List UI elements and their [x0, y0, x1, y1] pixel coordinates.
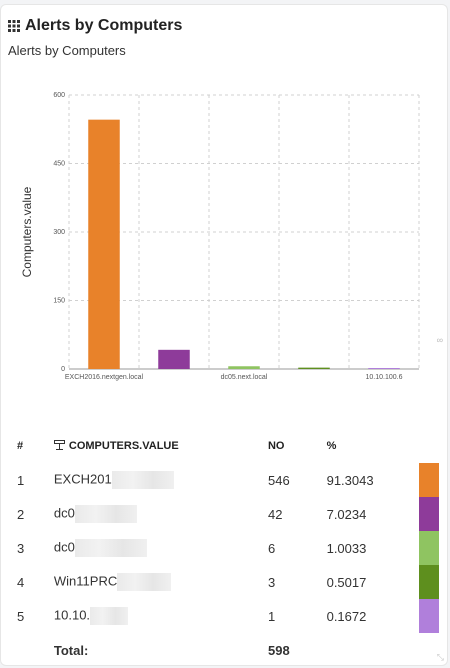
redaction-mask — [117, 573, 172, 591]
y-tick-label: 450 — [53, 161, 65, 168]
row-pct: 0.5017 — [326, 574, 367, 590]
row-color-swatch — [415, 599, 441, 633]
widget-subtitle: Alerts by Computers — [8, 43, 126, 58]
table-row: 4 Win11PRC 3 0.5017 — [9, 565, 441, 599]
total-pct-spacer — [327, 633, 415, 667]
header-no: NO — [267, 440, 285, 452]
total-label: Total: — [53, 642, 89, 658]
swatch-orange — [419, 463, 440, 497]
row-pct: 7.0234 — [326, 506, 367, 522]
table-row: 1 EXCH201 546 91.3043 — [9, 463, 441, 497]
row-pct: 91.3043 — [326, 472, 374, 488]
row-color-swatch — [415, 531, 441, 565]
swatch-dark-green — [419, 565, 440, 599]
row-pct: 0.1672 — [326, 608, 367, 624]
redaction-mask — [74, 505, 137, 523]
y-axis-label: Computers.value — [20, 186, 34, 277]
row-name-text: 10.10. — [53, 607, 91, 623]
row-name: EXCH201 — [54, 463, 268, 497]
data-table: # COMPUTERS.VALUE NO % 1 EXCH201 546 91.… — [9, 429, 441, 667]
total-value: 598 — [267, 642, 290, 658]
table-row: 3 dc0 6 1.0033 — [9, 531, 441, 565]
row-name-text: EXCH201 — [53, 471, 112, 487]
link-icon[interactable]: ∞ — [436, 335, 443, 345]
grid-icon — [8, 20, 20, 32]
row-index: 4 — [17, 574, 25, 590]
table-header-row: # COMPUTERS.VALUE NO % — [9, 429, 441, 463]
table-row: 5 10.10. 1 0.1672 — [9, 599, 441, 633]
swatch-lavender — [419, 599, 440, 633]
x-tick-label: dc05.next.local — [221, 374, 268, 381]
row-index: 5 — [17, 608, 25, 624]
swatch-purple — [419, 497, 440, 531]
bar-chart-svg: 0 150 300 450 600 EXCH2016.nextgen.local dc05.… — [20, 92, 420, 381]
total-spacer — [9, 633, 54, 667]
y-tick-label: 150 — [53, 298, 65, 305]
table-total-row: Total: 598 — [9, 633, 441, 667]
header-computers-value-label: COMPUTERS.VALUE — [68, 440, 179, 452]
row-pct: 1.0033 — [326, 540, 367, 556]
y-tick-label: 300 — [53, 229, 65, 236]
bar — [298, 367, 330, 369]
header-index: # — [17, 440, 24, 452]
row-no: 42 — [267, 506, 283, 522]
row-index: 2 — [17, 506, 25, 522]
row-index: 1 — [17, 472, 25, 488]
alerts-widget-card: Alerts by Computers Alerts by Computers … — [0, 4, 448, 666]
column-icon — [53, 440, 65, 450]
table-row: 2 dc0 42 7.0234 — [9, 497, 441, 531]
row-name: 10.10. — [54, 599, 268, 633]
bar — [158, 349, 190, 369]
bar — [368, 368, 400, 369]
redaction-mask — [74, 539, 147, 557]
row-color-swatch — [415, 463, 441, 497]
row-name-text: Win11PRC — [53, 573, 118, 589]
row-no: 3 — [267, 574, 276, 590]
bar — [88, 119, 120, 369]
redaction-mask — [90, 607, 129, 625]
row-no: 546 — [267, 472, 290, 488]
row-index: 3 — [17, 540, 25, 556]
redaction-mask — [111, 471, 174, 489]
y-tick-label: 0 — [61, 366, 65, 373]
row-name: dc0 — [54, 497, 268, 531]
swatch-light-green — [419, 531, 440, 565]
row-name-text: dc0 — [53, 539, 75, 555]
header-pct: % — [326, 440, 337, 452]
header-computers-value[interactable]: COMPUTERS.VALUE — [53, 429, 268, 463]
x-tick-label: 10.10.100.6 — [366, 374, 403, 381]
row-no: 6 — [267, 540, 276, 556]
x-tick-label: EXCH2016.nextgen.local — [65, 374, 144, 381]
resize-handle-icon[interactable]: ⤡ — [436, 652, 444, 662]
row-color-swatch — [415, 565, 441, 599]
row-no: 1 — [267, 608, 276, 624]
row-name: dc0 — [54, 531, 268, 565]
bar-chart: 0 150 300 450 600 EXCH2016.nextgen.local dc05.… — [1, 85, 441, 395]
row-name: Win11PRC — [54, 565, 268, 599]
row-color-swatch — [415, 497, 441, 531]
row-name-text: dc0 — [53, 505, 75, 521]
widget-title: Alerts by Computers — [25, 17, 183, 34]
header-swatch — [415, 429, 441, 463]
widget-header: Alerts by Computers — [8, 17, 182, 35]
y-tick-label: 600 — [53, 92, 65, 99]
bar — [228, 366, 260, 369]
